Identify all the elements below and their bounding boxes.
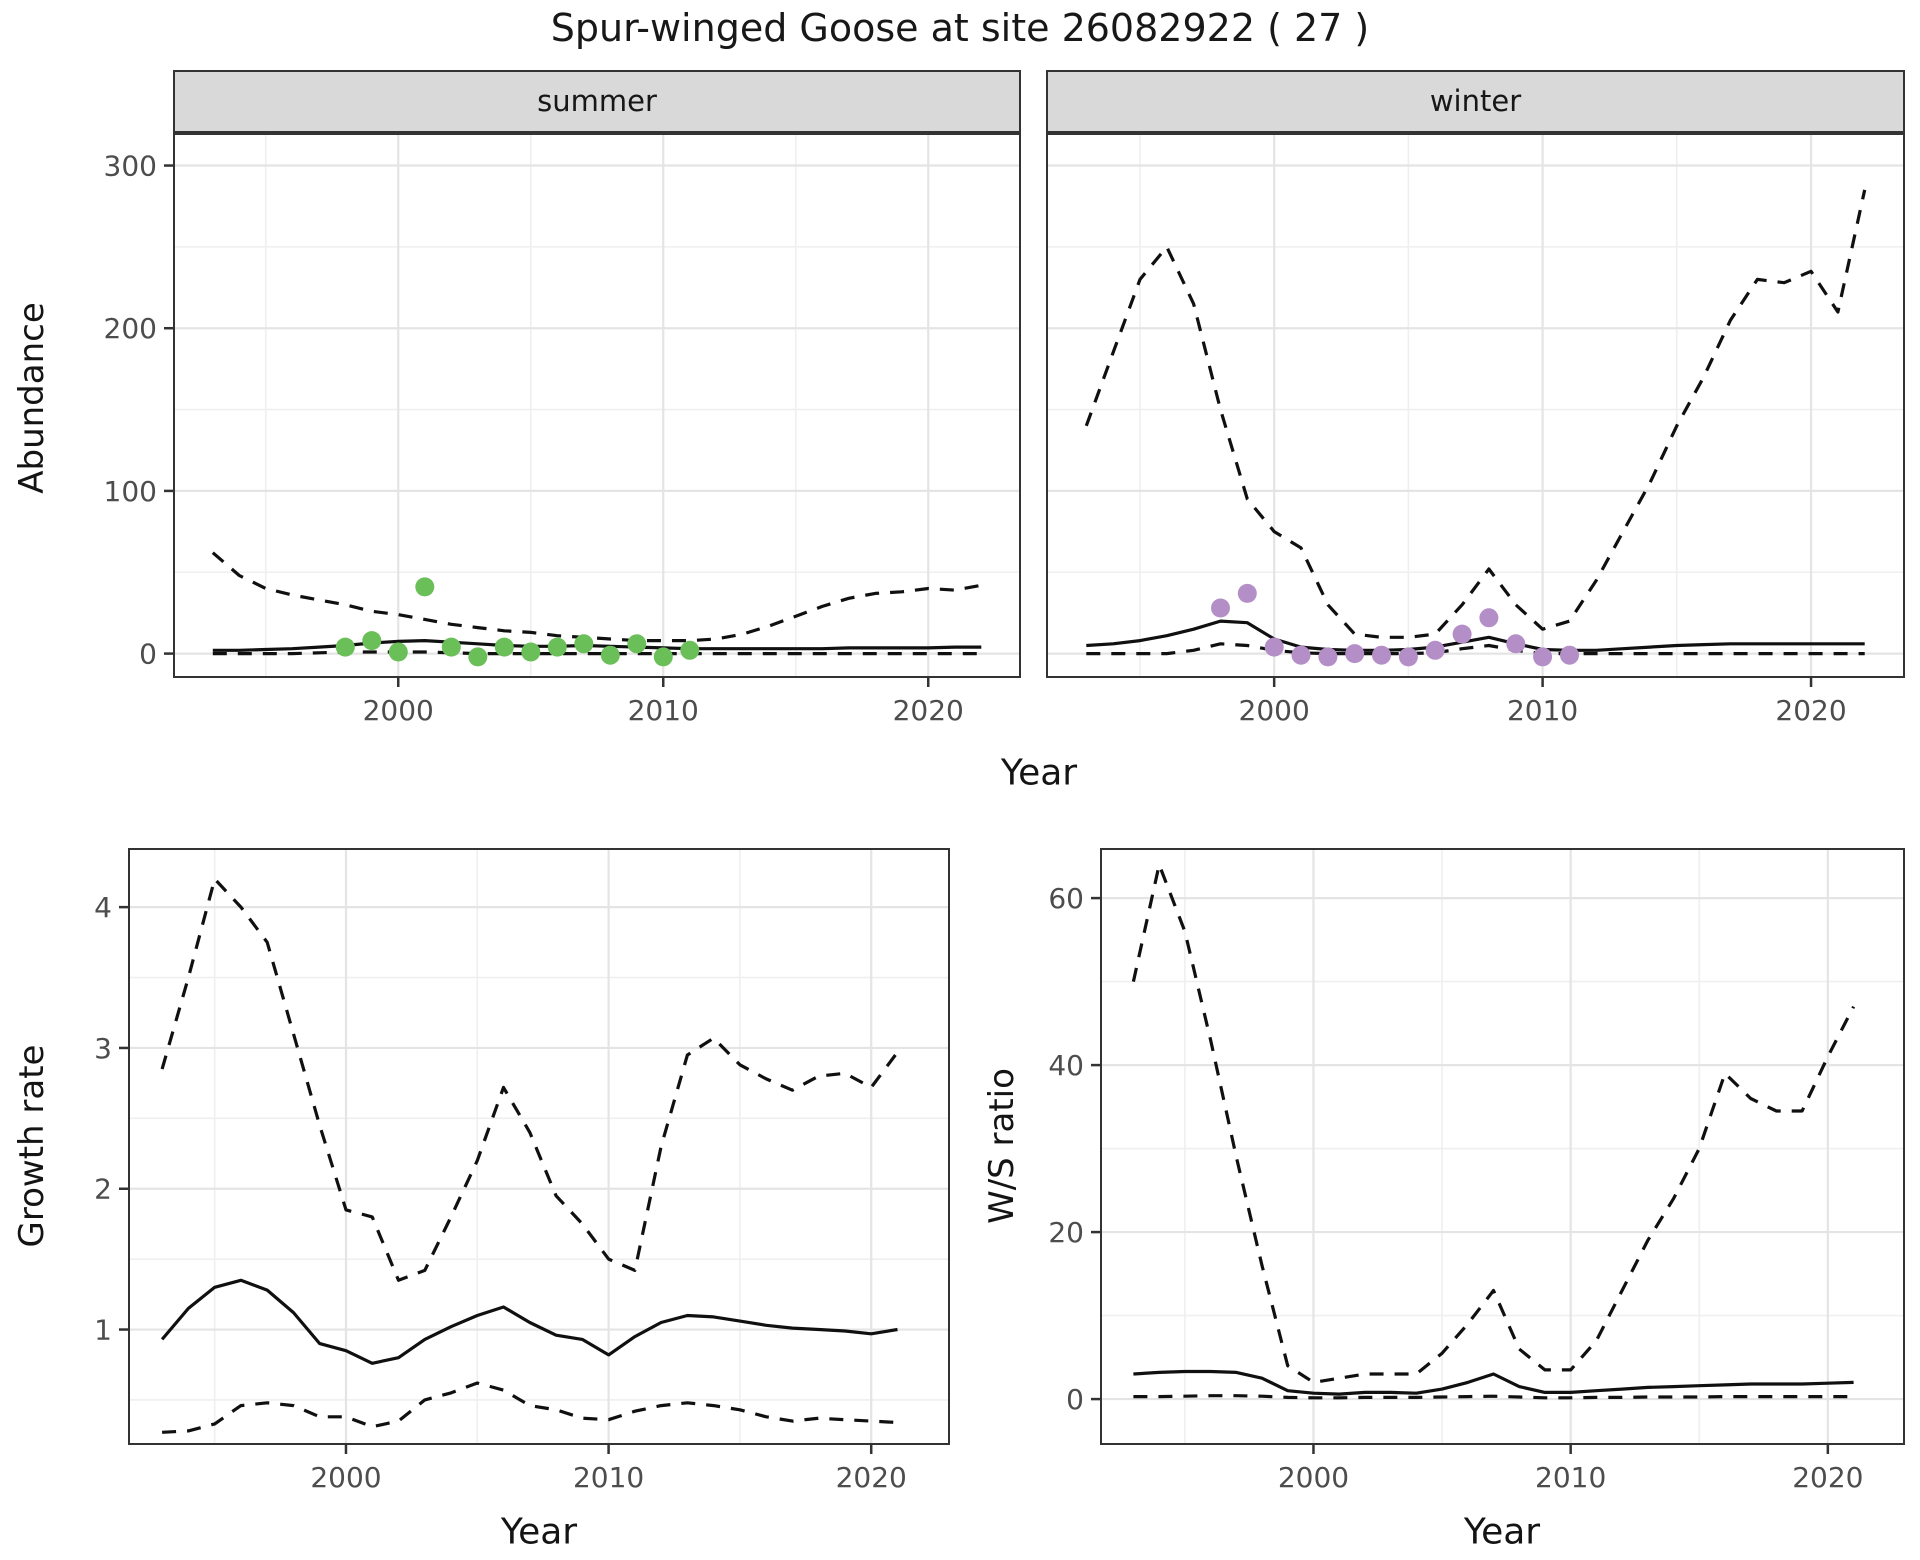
data-point <box>653 647 673 667</box>
y-axis-tick-label: 1 <box>94 1314 112 1347</box>
data-point <box>441 637 461 657</box>
data-point <box>1452 624 1472 644</box>
data-point <box>335 637 355 657</box>
y-axis-tick-label: 40 <box>1048 1049 1084 1082</box>
series-ci-line <box>162 1381 898 1434</box>
x-axis-tick-label: 2010 <box>1535 1461 1606 1494</box>
data-point <box>680 640 700 660</box>
data-point <box>574 634 594 654</box>
facet-strip-winter-label: winter <box>1429 84 1522 118</box>
data-point <box>1479 608 1499 628</box>
y-axis-tick-label: 300 <box>104 150 157 183</box>
data-point <box>362 631 382 651</box>
winter-abundance-chart: 2000 2010 2020 <box>1046 133 1905 727</box>
data-point <box>388 642 408 662</box>
data-point <box>494 637 514 657</box>
data-point <box>1372 645 1391 665</box>
x-axis-tick-label: 2000 <box>363 694 434 727</box>
data-point <box>468 647 488 667</box>
x-axis-tick-label: 2000 <box>1278 1461 1349 1494</box>
growth-rate-chart: 2000 2010 2020 1 2 3 4 <box>94 848 950 1494</box>
data-point <box>1533 647 1553 667</box>
x-axis-tick-label: 2020 <box>1775 694 1846 727</box>
abundance-axis-label: Abundance <box>12 302 52 494</box>
series-ci-line <box>160 877 899 1282</box>
summer-abundance-panel: 2000 2010 2020 0 100 200 300 <box>104 133 1021 727</box>
panel-border <box>128 848 950 1445</box>
data-point <box>547 637 567 657</box>
series-ci-line <box>1133 1394 1854 1400</box>
data-point <box>1506 634 1526 654</box>
x-axis-tick-label: 2020 <box>1792 1461 1863 1494</box>
data-point <box>1425 640 1445 660</box>
ws-x-axis-label: Year <box>1463 1511 1541 1553</box>
facet-strip-winter: winter <box>1046 70 1905 133</box>
growth-x-axis-label: Year <box>500 1511 578 1553</box>
series-ci-line <box>1086 642 1865 656</box>
figure-title: Spur-winged Goose at site 26082922 ( 27 … <box>550 6 1370 50</box>
data-point <box>1211 598 1230 618</box>
y-axis-tick-label: 200 <box>104 312 157 345</box>
series-ci-line <box>1084 189 1867 639</box>
y-axis-tick-label: 100 <box>104 475 157 508</box>
data-point <box>1345 644 1365 664</box>
series-fit-line <box>160 1278 898 1365</box>
y-axis-tick-label: 20 <box>1048 1216 1084 1249</box>
facet-strip-summer-label: summer <box>537 84 657 118</box>
panel-border <box>173 133 1021 678</box>
panel-border <box>1046 133 1905 678</box>
data-point <box>1264 637 1284 657</box>
data-point <box>1560 645 1579 665</box>
data-point <box>1291 645 1311 665</box>
data-point <box>1398 647 1418 667</box>
top-x-axis-label: Year <box>1000 752 1078 794</box>
summer-abundance-chart: 2000 2010 2020 0 100 200 300 <box>104 133 1021 727</box>
y-axis-tick-label: 4 <box>94 891 112 924</box>
growth-rate-panel: 2000 2010 2020 1 2 3 4 <box>94 848 950 1494</box>
y-axis-tick-label: 2 <box>94 1173 112 1206</box>
series-ci-line <box>1131 863 1856 1384</box>
ws-ratio-axis-label: W/S ratio <box>982 1068 1022 1224</box>
y-axis-tick-label: 3 <box>94 1032 112 1065</box>
growth-rate-axis-label: Growth rate <box>12 1044 52 1248</box>
x-axis-tick-label: 2000 <box>310 1461 381 1494</box>
winter-abundance-panel: 2000 2010 2020 <box>1046 133 1905 727</box>
x-axis-tick-label: 2020 <box>893 694 964 727</box>
data-point <box>627 634 647 654</box>
ws-ratio-panel: 2000 2010 2020 0 20 40 60 <box>1048 848 1905 1494</box>
series-fit-line <box>1133 1369 1854 1396</box>
x-axis-tick-label: 2000 <box>1239 694 1310 727</box>
series-ci-line <box>211 551 982 643</box>
y-axis-tick-label: 0 <box>139 638 157 671</box>
x-axis-tick-label: 2020 <box>836 1461 907 1494</box>
y-axis-tick-label: 60 <box>1048 882 1084 915</box>
data-point <box>1318 647 1338 667</box>
panel-border <box>1100 848 1905 1445</box>
series-fit-line <box>212 639 982 652</box>
x-axis-tick-label: 2010 <box>628 694 699 727</box>
data-point <box>1237 583 1257 603</box>
y-axis-tick-label: 0 <box>1066 1383 1084 1416</box>
facet-strip-summer: summer <box>173 70 1021 133</box>
data-point <box>521 642 541 662</box>
data-point <box>600 645 620 665</box>
x-axis-tick-label: 2010 <box>1507 694 1578 727</box>
x-axis-tick-label: 2010 <box>573 1461 644 1494</box>
ws-ratio-chart: 2000 2010 2020 0 20 40 60 <box>1048 848 1905 1494</box>
series-fit-line <box>1086 619 1865 652</box>
data-point <box>415 577 435 597</box>
